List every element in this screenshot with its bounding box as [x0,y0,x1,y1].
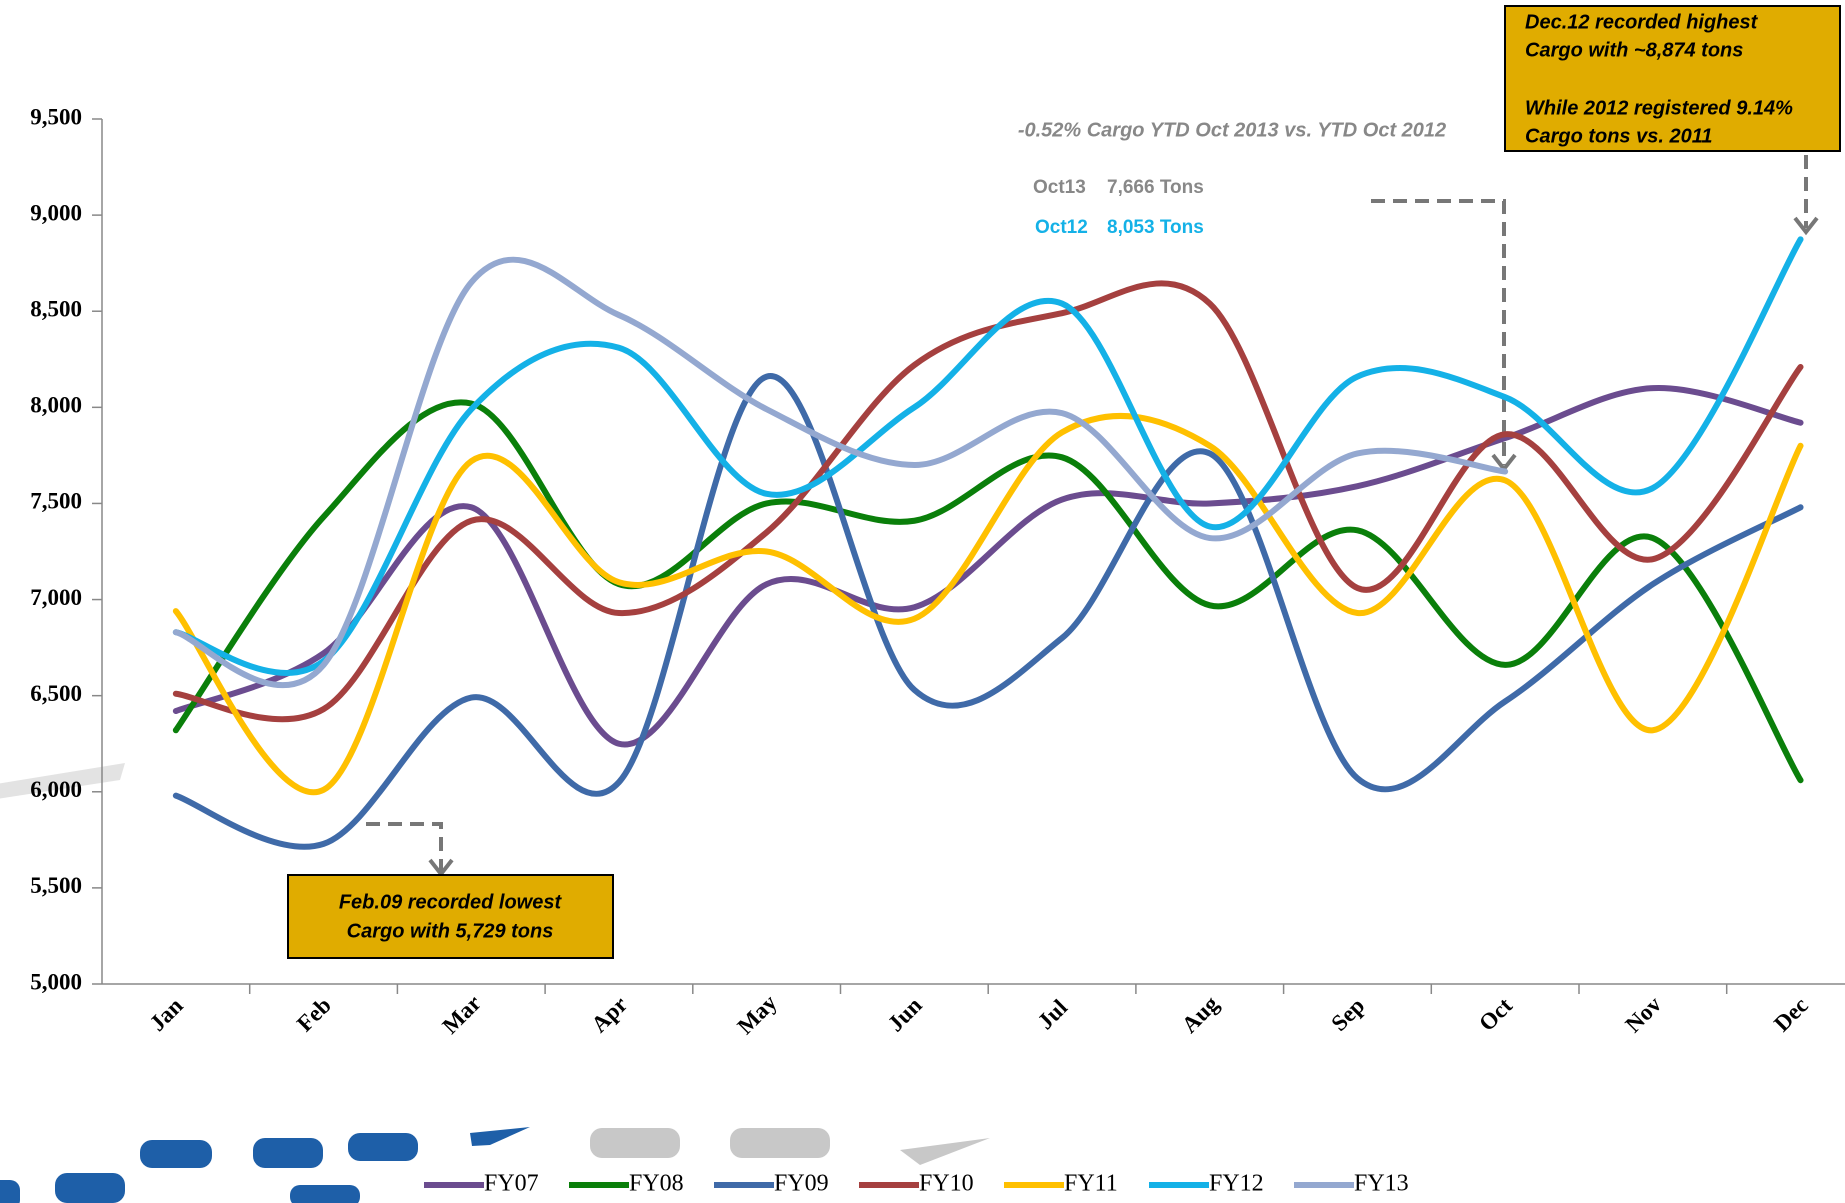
y-tick-label: 6,000 [30,777,82,802]
legend-label: FY09 [774,1171,829,1197]
x-tick-label: Dec [1769,992,1813,1036]
x-tick-label: Apr [587,992,633,1038]
legend-label: FY11 [1064,1171,1118,1197]
annotation-box [1504,5,1841,152]
y-tick-label: 5,500 [30,873,82,898]
annotation-box [287,874,614,959]
legend-label: FY12 [1209,1171,1264,1197]
y-tick-label: 5,000 [30,969,82,994]
annotation-text: -0.52% Cargo YTD Oct 2013 vs. YTD Oct 20… [1018,119,1446,141]
y-tick-label: 8,000 [30,393,82,418]
y-tick-label: 8,500 [30,297,82,322]
series-line [172,385,1804,748]
legend-label: FY08 [629,1171,684,1197]
x-tick-label: Feb [292,992,336,1036]
series-line [172,412,1804,796]
annotation-text: Oct13 [1033,177,1086,198]
x-tick-label: Jul [1033,995,1072,1034]
annotation-text: 7,666 Tons [1107,177,1204,198]
y-tick-label: 7,500 [30,489,82,514]
annotation-text: Cargo with 5,729 tons [347,920,554,942]
series-line [172,399,1804,784]
legend-label: FY10 [919,1171,974,1197]
y-tick-label: 9,500 [30,104,82,129]
annotation-text: Cargo with ~8,874 tons [1525,39,1743,61]
legend-label: FY13 [1354,1171,1409,1197]
series-line [172,280,1804,723]
series-line [172,373,1804,850]
y-tick-label: 7,000 [30,585,82,610]
annotation-text: 8,053 Tons [1107,217,1204,238]
x-tick-label: Jan [145,993,188,1036]
x-tick-label: Jun [883,992,927,1036]
x-tick-label: Aug [1177,991,1224,1038]
x-tick-label: Mar [437,990,485,1038]
annotation-text: Feb.09 recorded lowest [339,891,563,913]
x-tick-label: Nov [1620,991,1666,1037]
x-tick-label: Sep [1326,993,1369,1036]
annotation-text: While 2012 registered 9.14% [1525,97,1793,119]
series-line [172,256,1509,689]
series-line [172,236,1804,676]
decoration [0,763,990,1203]
annotation-arrows [366,155,1808,872]
annotation-text: Oct12 [1035,217,1088,238]
y-tick-label: 6,500 [30,681,82,706]
annotation-text: Cargo tons vs. 2011 [1525,125,1712,147]
x-tick-label: May [732,989,782,1039]
y-tick-label: 9,000 [30,200,82,225]
annotation-text: Dec.12 recorded highest [1525,11,1759,33]
legend-label: FY07 [484,1171,539,1197]
x-tick-label: Oct [1474,993,1517,1036]
